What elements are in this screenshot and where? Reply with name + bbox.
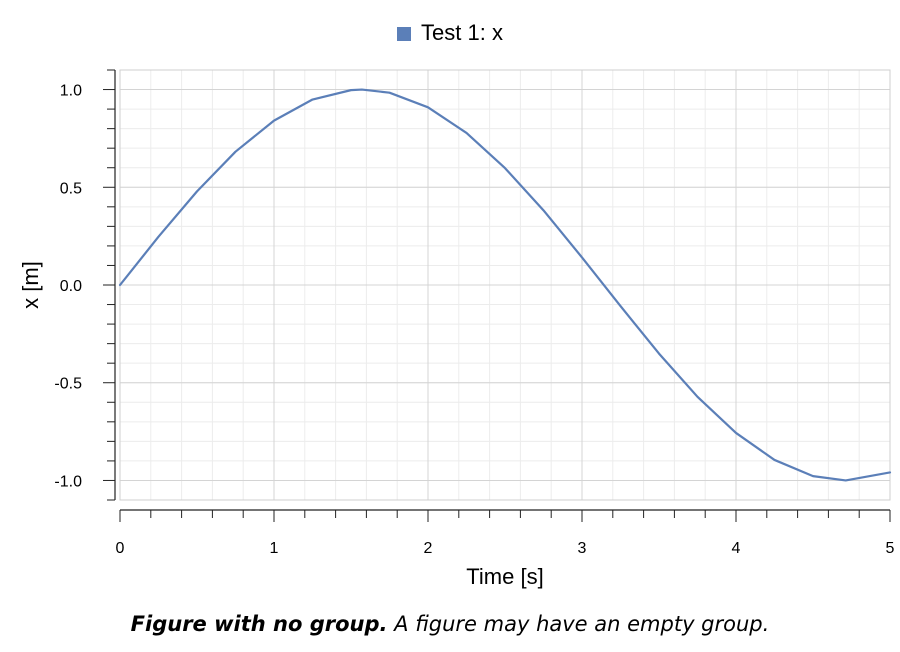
y-axis-title: x [m]	[18, 261, 43, 309]
figure-caption: Figure with no group. A figure may have …	[0, 612, 900, 636]
y-tick-label: -1.0	[54, 473, 82, 490]
x-tick-label: 3	[578, 540, 587, 557]
series-line	[118, 88, 892, 482]
x-tick-label: 5	[886, 540, 895, 557]
y-tick-label: 0.5	[60, 180, 82, 197]
y-tick-label: -0.5	[54, 376, 82, 393]
legend: Test 1: x	[0, 20, 900, 46]
x-tick-label: 4	[732, 540, 741, 557]
y-tick-label: 1.0	[60, 83, 82, 100]
caption-bold: Figure with no group.	[130, 612, 388, 636]
x-tick-label: 1	[270, 540, 279, 557]
x-tick-label: 2	[424, 540, 433, 557]
legend-swatch	[397, 27, 412, 41]
x-axis-title: Time [s]	[466, 564, 543, 589]
legend-label: Test 1: x	[421, 20, 503, 45]
x-tick-label: 0	[116, 540, 125, 557]
caption-text: A figure may have an empty group.	[394, 612, 770, 636]
y-tick-label: 0.0	[60, 278, 82, 295]
